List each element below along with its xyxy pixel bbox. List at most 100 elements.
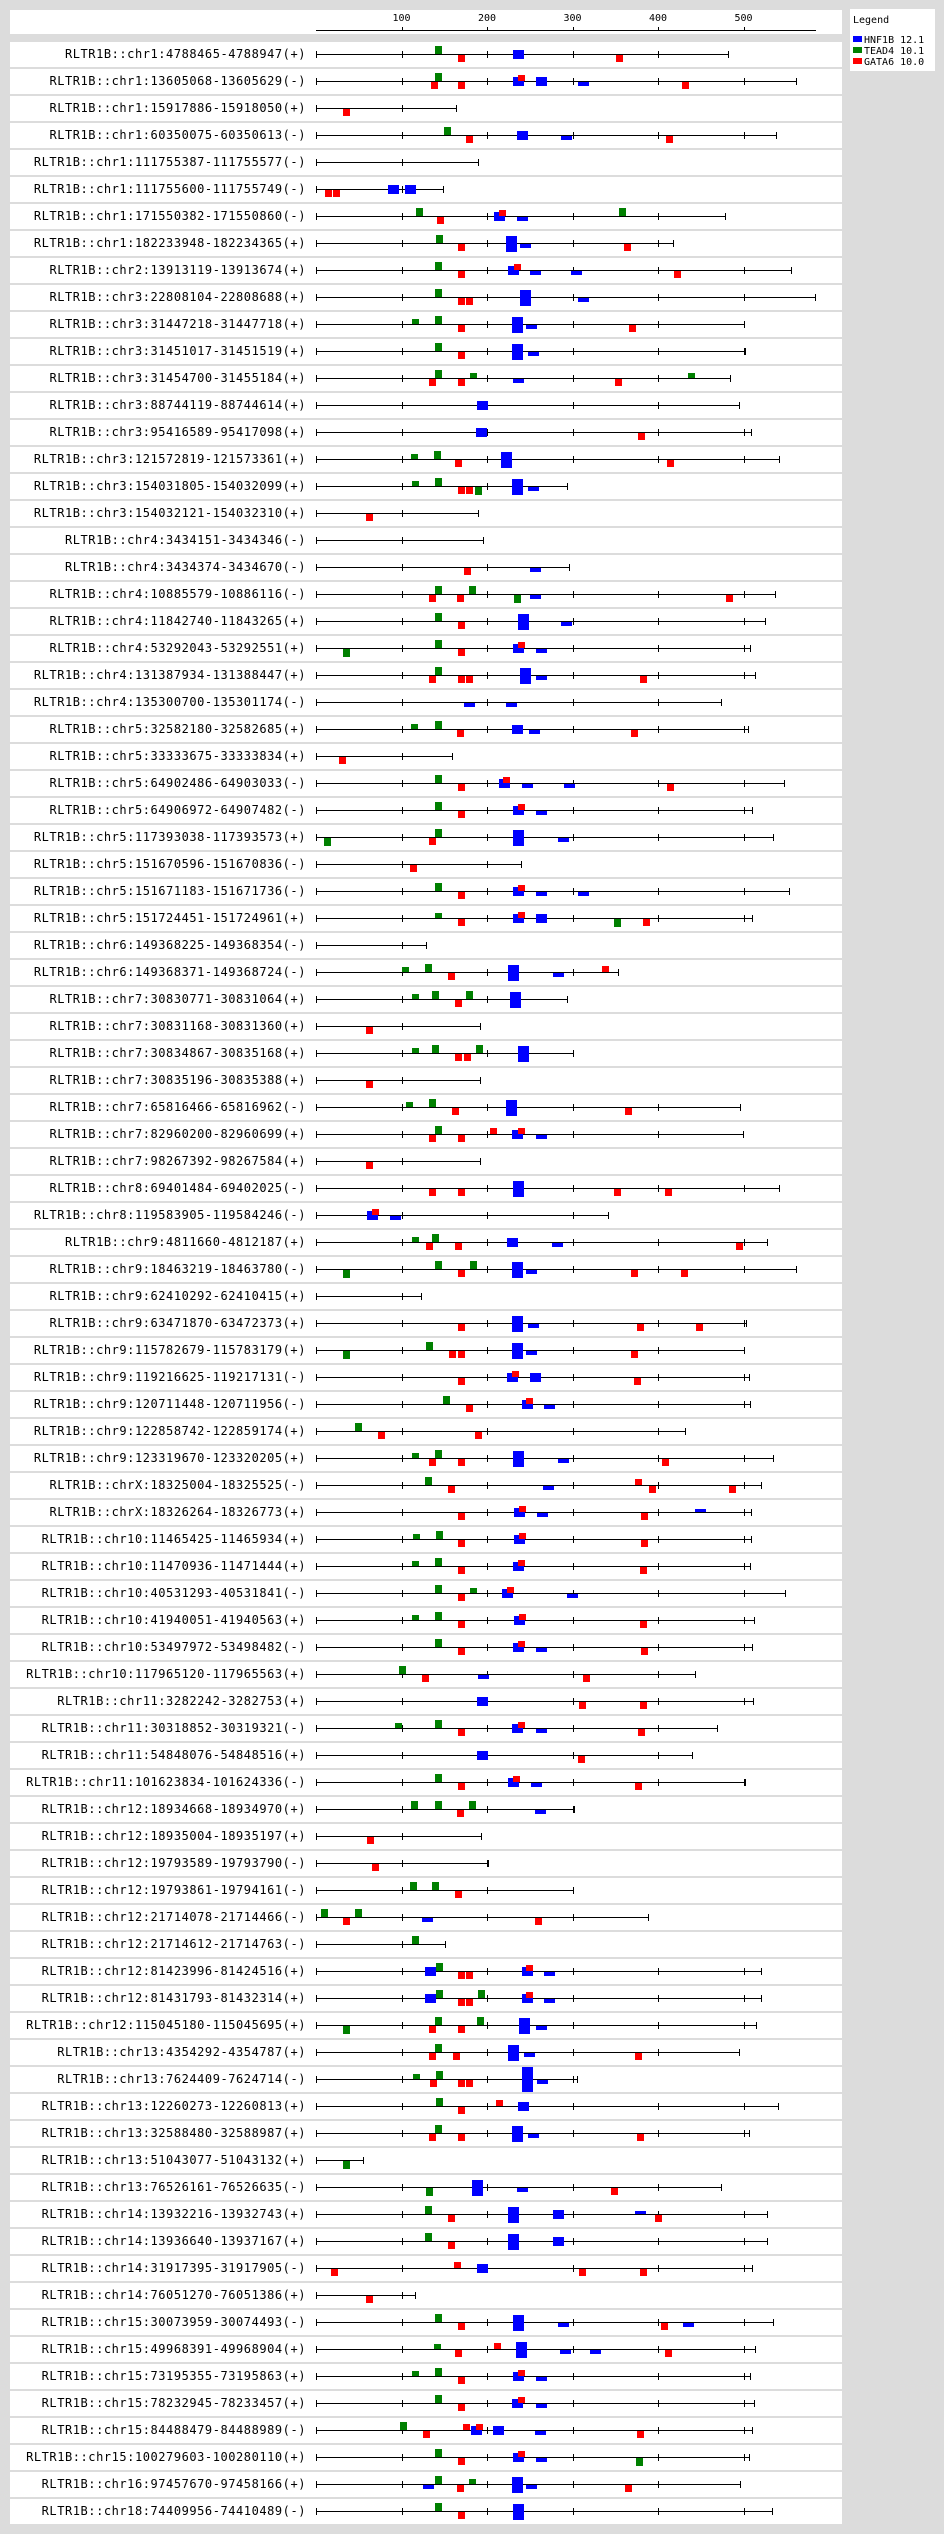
scale-tick bbox=[316, 834, 317, 841]
legend: Legend HNF1B 12.1 TEAD4 10.1 GATA6 10.0 bbox=[850, 9, 935, 71]
scale-tick bbox=[743, 1590, 745, 1597]
scale-tick bbox=[401, 1887, 403, 1894]
gata6-motif bbox=[463, 568, 471, 575]
hnf1b-motif bbox=[516, 2188, 528, 2192]
axis-tick bbox=[487, 27, 488, 31]
hnf1b-motif bbox=[505, 236, 517, 252]
scale-tick bbox=[401, 1401, 403, 1408]
scale-tick bbox=[401, 1644, 403, 1651]
hnf1b-motif bbox=[517, 614, 529, 630]
scale-tick bbox=[401, 1671, 403, 1678]
sequence-row: RLTR1B::chr7:30831168-30831360(+) bbox=[10, 1014, 842, 1039]
scale-tick bbox=[401, 429, 403, 436]
scale-tick bbox=[316, 1239, 317, 1246]
gata6-motif bbox=[331, 2269, 339, 2276]
sequence-line bbox=[316, 1323, 747, 1324]
sequence-label: RLTR1B::chr4:53292043-53292551(+) bbox=[49, 641, 306, 655]
scale-tick bbox=[487, 2184, 488, 2191]
scale-tick bbox=[658, 78, 659, 85]
scale-tick bbox=[401, 348, 403, 355]
scale-tick bbox=[401, 1563, 403, 1570]
sequence-label: RLTR1B::chr11:3282242-3282753(+) bbox=[57, 1694, 306, 1708]
scale-tick bbox=[572, 2022, 574, 2029]
scale-tick bbox=[743, 672, 745, 679]
sequence-line bbox=[316, 2025, 757, 2026]
gata6-motif bbox=[457, 487, 465, 494]
scale-tick bbox=[743, 807, 745, 814]
tead4-motif bbox=[434, 2044, 442, 2052]
scale-tick bbox=[487, 1374, 488, 1381]
hnf1b-motif bbox=[559, 2350, 571, 2354]
gata6-motif bbox=[466, 2080, 474, 2087]
scale-tick bbox=[316, 564, 317, 571]
scale-tick bbox=[658, 1428, 659, 1435]
scale-tick bbox=[401, 1806, 403, 1813]
scale-tick bbox=[487, 618, 488, 625]
scale-tick bbox=[658, 321, 659, 328]
tead4-motif bbox=[513, 595, 521, 603]
scale-tick bbox=[740, 1104, 742, 1111]
tead4-motif bbox=[475, 1045, 483, 1053]
scale-tick bbox=[617, 969, 619, 976]
sequence-label: RLTR1B::chr14:76051270-76051386(+) bbox=[41, 2288, 306, 2302]
scale-tick bbox=[658, 618, 659, 625]
sequence-line bbox=[316, 162, 479, 163]
scale-tick bbox=[487, 915, 488, 922]
scale-tick bbox=[658, 888, 659, 895]
scale-tick bbox=[743, 726, 745, 733]
scale-tick bbox=[572, 618, 574, 625]
hnf1b-motif bbox=[511, 317, 523, 333]
sequence-label: RLTR1B::chr5:64906972-64907482(-) bbox=[49, 803, 306, 817]
scale-tick bbox=[658, 1590, 659, 1597]
hnf1b-motif bbox=[529, 1373, 541, 1382]
gata6-motif bbox=[457, 811, 465, 818]
gata6-motif bbox=[447, 1486, 455, 1493]
hnf1b-motif bbox=[526, 1351, 538, 1355]
gata6-motif bbox=[457, 1135, 465, 1142]
hnf1b-motif bbox=[561, 622, 573, 626]
scale-tick bbox=[316, 753, 317, 760]
gata6-motif bbox=[457, 2377, 465, 2384]
scale-tick bbox=[316, 672, 317, 679]
scale-tick bbox=[316, 1887, 317, 1894]
sequence-line bbox=[316, 189, 444, 190]
scale-tick bbox=[658, 1779, 659, 1786]
scale-tick bbox=[316, 1833, 317, 1840]
scale-tick bbox=[401, 618, 403, 625]
sequence-row: RLTR1B::chr16:97457670-97458166(+) bbox=[10, 2472, 842, 2497]
gata6-motif bbox=[457, 244, 465, 251]
scale-tick bbox=[316, 1617, 317, 1624]
scale-tick bbox=[721, 2184, 723, 2191]
legend-item-hnf1b: HNF1B 12.1 bbox=[853, 35, 924, 46]
scale-tick bbox=[743, 1455, 745, 1462]
hnf1b-motif bbox=[530, 1783, 542, 1787]
tead4-motif bbox=[434, 721, 442, 729]
scale-tick bbox=[743, 1185, 745, 1192]
scale-tick bbox=[401, 1131, 403, 1138]
scale-tick bbox=[401, 294, 403, 301]
gata6-motif bbox=[372, 1209, 380, 1215]
tead4-motif bbox=[410, 454, 418, 459]
gata6-motif bbox=[365, 514, 373, 521]
gata6-motif bbox=[526, 1398, 534, 1404]
sequence-label: RLTR1B::chr3:31447218-31447718(+) bbox=[49, 317, 306, 331]
sequence-row: RLTR1B::chr15:100279603-100280110(+) bbox=[10, 2445, 842, 2470]
tead4-motif bbox=[426, 2188, 434, 2196]
scale-tick bbox=[487, 969, 488, 976]
scale-tick bbox=[401, 2130, 403, 2137]
sequence-label: RLTR1B::chr18:74409956-74410489(-) bbox=[41, 2504, 306, 2518]
scale-tick bbox=[487, 132, 488, 139]
tead4-motif bbox=[394, 1723, 402, 1728]
hnf1b-motif bbox=[511, 2126, 523, 2142]
scale-tick bbox=[779, 456, 781, 463]
sequence-label: RLTR1B::chr5:151671183-151671736(-) bbox=[33, 884, 306, 898]
tead4-motif bbox=[687, 373, 695, 378]
scale-tick bbox=[572, 1374, 574, 1381]
sequence-line bbox=[316, 2187, 722, 2188]
scale-tick bbox=[658, 213, 659, 220]
scale-tick bbox=[572, 969, 574, 976]
tead4-motif bbox=[635, 2458, 643, 2466]
scale-tick bbox=[716, 1725, 718, 1732]
tead4-motif bbox=[343, 2161, 351, 2169]
scale-tick bbox=[477, 510, 479, 517]
